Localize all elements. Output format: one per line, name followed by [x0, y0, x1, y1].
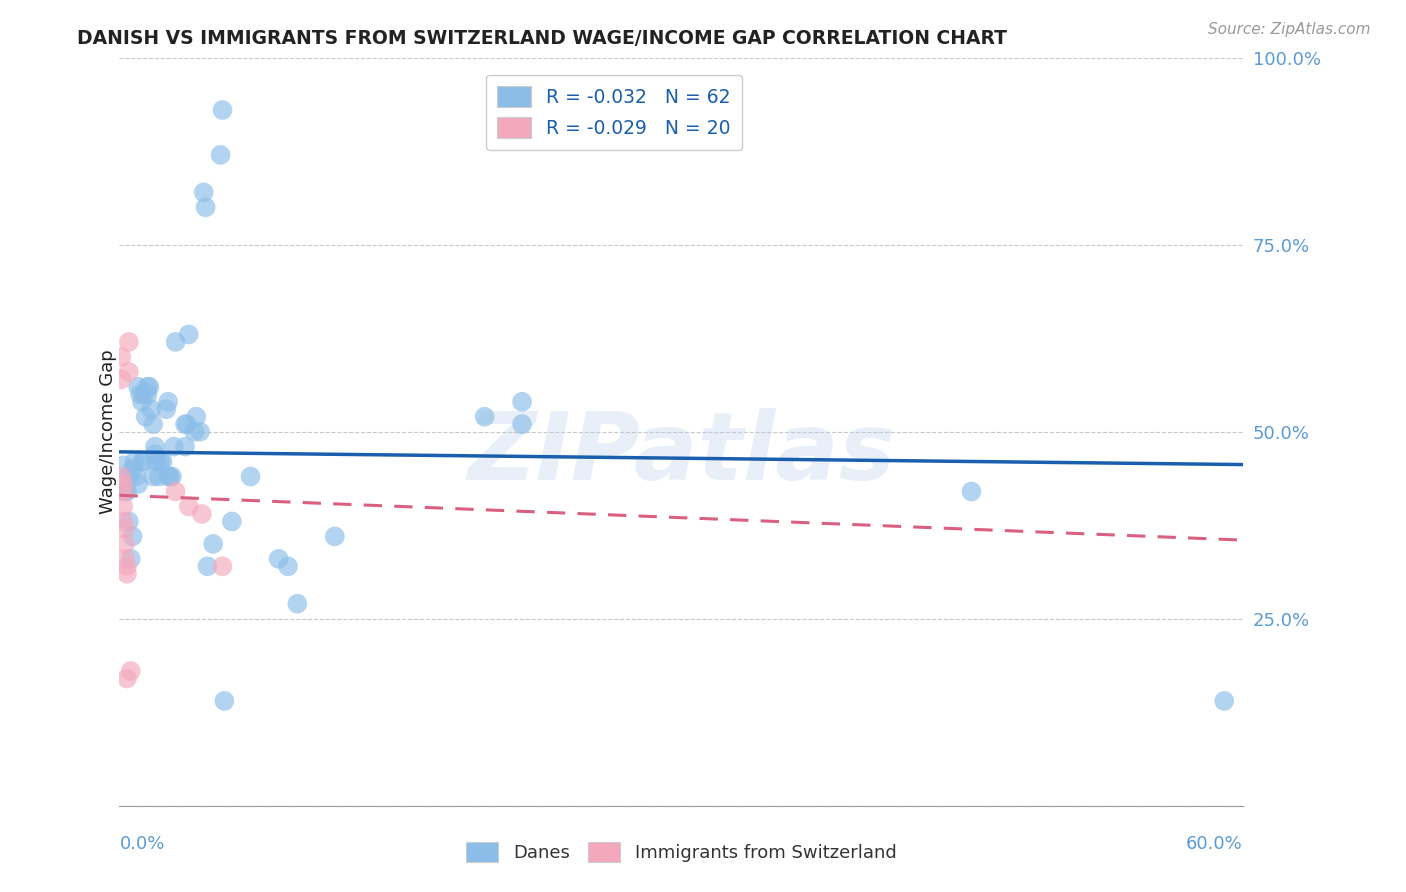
Point: [112, 515, 135, 529]
Text: 0.0%: 0.0%: [120, 835, 165, 853]
Point: [120, 551, 142, 566]
Point: [157, 394, 180, 409]
Point: [129, 387, 152, 401]
Point: [115, 484, 138, 499]
Point: [135, 409, 157, 424]
Text: 60.0%: 60.0%: [1187, 835, 1243, 853]
Point: [194, 200, 217, 214]
Point: [127, 477, 149, 491]
Point: [138, 380, 160, 394]
Point: [183, 425, 205, 439]
Point: [209, 148, 232, 162]
Point: [118, 334, 141, 349]
Point: [127, 380, 149, 394]
Point: [510, 394, 533, 409]
Text: ZIPatlas: ZIPatlas: [467, 409, 896, 500]
Point: [149, 454, 172, 468]
Point: [177, 327, 200, 342]
Point: [132, 454, 155, 468]
Point: [121, 529, 143, 543]
Point: [136, 380, 159, 394]
Point: [143, 447, 166, 461]
Point: [211, 103, 233, 117]
Point: [114, 522, 136, 536]
Point: [115, 566, 138, 581]
Point: [323, 529, 346, 543]
Point: [202, 537, 225, 551]
Point: [157, 469, 180, 483]
Point: [142, 469, 165, 483]
Point: [146, 454, 169, 468]
Point: [165, 334, 187, 349]
Point: [239, 469, 262, 483]
Text: Source: ZipAtlas.com: Source: ZipAtlas.com: [1208, 22, 1371, 37]
Point: [277, 559, 299, 574]
Point: [143, 440, 166, 454]
Point: [112, 477, 135, 491]
Point: [148, 469, 170, 483]
Point: [114, 537, 136, 551]
Point: [174, 417, 197, 432]
Point: [112, 458, 135, 473]
Point: [131, 394, 153, 409]
Point: [115, 672, 138, 686]
Point: [193, 186, 215, 200]
Point: [114, 484, 136, 499]
Point: [110, 469, 132, 483]
Text: DANISH VS IMMIGRANTS FROM SWITZERLAND WAGE/INCOME GAP CORRELATION CHART: DANISH VS IMMIGRANTS FROM SWITZERLAND WA…: [77, 29, 1007, 47]
Point: [118, 469, 141, 483]
Point: [155, 402, 177, 417]
Point: [221, 515, 243, 529]
Point: [159, 469, 181, 483]
Point: [118, 515, 141, 529]
Point: [174, 440, 197, 454]
Point: [285, 597, 308, 611]
Point: [197, 559, 219, 574]
Point: [124, 454, 146, 468]
Point: [188, 425, 211, 439]
Point: [110, 372, 132, 386]
Point: [510, 417, 533, 432]
Y-axis label: Wage/Income Gap: Wage/Income Gap: [100, 350, 117, 514]
Point: [165, 484, 187, 499]
Point: [186, 409, 208, 424]
Point: [163, 440, 186, 454]
Point: [176, 417, 198, 432]
Point: [132, 387, 155, 401]
Point: [191, 507, 214, 521]
Point: [114, 551, 136, 566]
Point: [152, 454, 174, 468]
Point: [115, 559, 138, 574]
Point: [267, 551, 290, 566]
Point: [160, 469, 183, 483]
Point: [141, 402, 163, 417]
Point: [112, 484, 135, 499]
Point: [474, 409, 496, 424]
Point: [118, 365, 141, 379]
Point: [211, 559, 233, 574]
Point: [110, 350, 132, 364]
Point: [214, 694, 236, 708]
Point: [177, 500, 200, 514]
Point: [112, 500, 135, 514]
Point: [125, 469, 148, 483]
Point: [960, 484, 983, 499]
Point: [120, 664, 142, 678]
Point: [131, 454, 153, 468]
Point: [121, 462, 143, 476]
Point: [136, 387, 159, 401]
Point: [142, 417, 165, 432]
Point: [1213, 694, 1236, 708]
Legend: Danes, Immigrants from Switzerland: Danes, Immigrants from Switzerland: [457, 832, 905, 871]
